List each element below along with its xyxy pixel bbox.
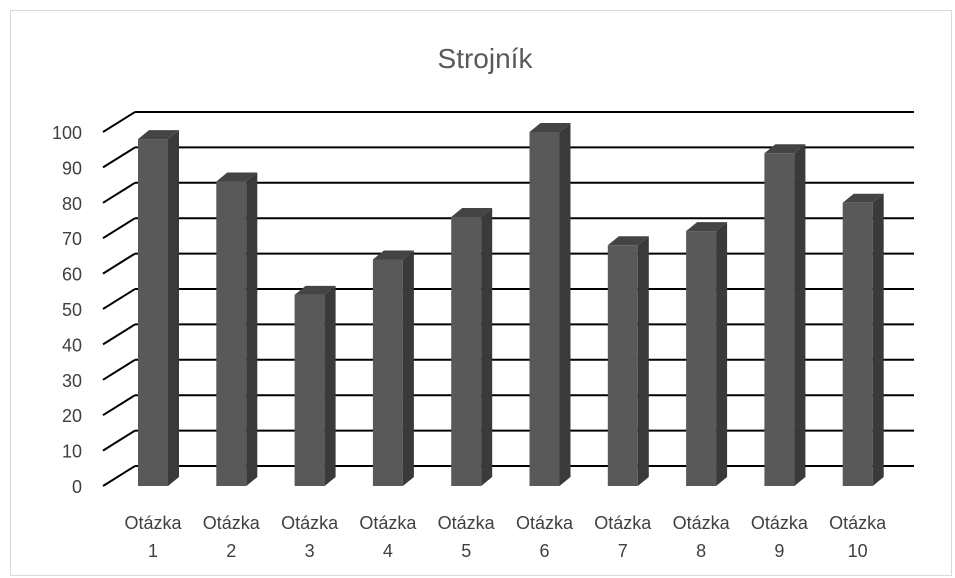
bar [529,123,571,486]
bar-front [451,216,482,486]
bar-top [607,236,649,246]
x-tick-label: Otázka [203,513,261,533]
bar-top [764,144,806,154]
x-tick-label: Otázka [438,513,496,533]
gridline-diagonal [102,288,136,310]
bar-top [451,207,493,217]
bar-side [637,236,649,486]
x-tick-label: Otázka [516,513,574,533]
x-tick-label: 3 [305,541,315,561]
y-tick-label: 40 [62,335,82,355]
x-tick-label: 4 [383,541,393,561]
x-tick-label: 6 [539,541,549,561]
bar-top [372,250,414,260]
x-tick-label: 2 [226,541,236,561]
bar [451,207,493,486]
y-tick-label: 20 [62,406,82,426]
bar [216,172,258,486]
x-tick-label: Otázka [829,513,887,533]
y-tick-label: 0 [72,477,82,497]
bar-front [764,153,795,487]
x-tick-label: Otázka [594,513,652,533]
gridline-diagonal [102,465,136,487]
bar-top [842,193,884,203]
bar-front [607,245,638,486]
y-tick-label: 90 [62,158,82,178]
bar-side [324,285,336,486]
gridline-diagonal [102,146,136,169]
gridline-diagonal [102,394,136,417]
gridline-diagonal [102,252,136,275]
gridline-diagonal [102,217,136,240]
bar-front [842,202,873,487]
bar-front [529,132,560,486]
bar [607,236,649,486]
bar-side [168,130,179,486]
x-tick-label: Otázka [673,513,731,533]
x-tick-label: 1 [148,541,158,561]
x-tick-label: 5 [461,541,471,561]
bar-front [686,231,717,486]
bar-side [246,172,258,486]
bar-front [138,139,168,486]
x-axis: Otázka 1 Otázka 2 Otázka 3 Otázka 4 Otázka 5 Otázk… [124,513,887,561]
y-tick-label: 60 [62,265,82,285]
bars [138,123,884,487]
x-tick-label: Otázka [751,513,809,533]
bar-top [686,222,728,232]
y-tick-label: 80 [62,194,82,214]
y-tick-label: 50 [62,300,82,320]
y-tick-label: 30 [62,371,82,391]
bar-side [559,123,571,486]
bar-front [372,259,403,486]
bar [686,222,728,486]
x-tick-label: Otázka [281,513,339,533]
x-tick-label: Otázka [359,513,417,533]
bar-top [138,130,179,140]
x-tick-label: 7 [618,541,628,561]
x-tick-label: 8 [696,541,706,561]
bar-top [529,123,571,132]
bar [294,285,336,486]
bar-front [294,294,325,486]
bar-top [294,285,336,295]
x-tick-label: Otázka [124,513,182,533]
gridline-diagonal [102,429,136,452]
bar-front [216,181,247,486]
gridline-diagonal [102,111,136,133]
bar [842,193,884,487]
chart-title: Strojník [438,43,534,74]
y-tick-label: 70 [62,229,82,249]
bar [372,250,414,486]
y-tick-label: 100 [52,123,82,143]
bar-top [216,172,258,182]
x-tick-label: 9 [774,541,784,561]
bar-side [794,144,806,487]
gridline-diagonal [102,358,136,381]
bar [138,130,179,486]
bar-side [481,207,493,486]
gridline-diagonal [102,181,136,204]
bar-side [872,193,884,487]
x-tick-label: 10 [848,541,868,561]
bar [764,144,806,487]
bar-side [402,250,414,486]
y-axis: 0 10 20 30 40 50 60 70 80 90 100 [52,123,82,497]
bar-side [716,222,728,486]
gridline-diagonal [102,323,136,346]
y-tick-label: 10 [62,442,82,462]
